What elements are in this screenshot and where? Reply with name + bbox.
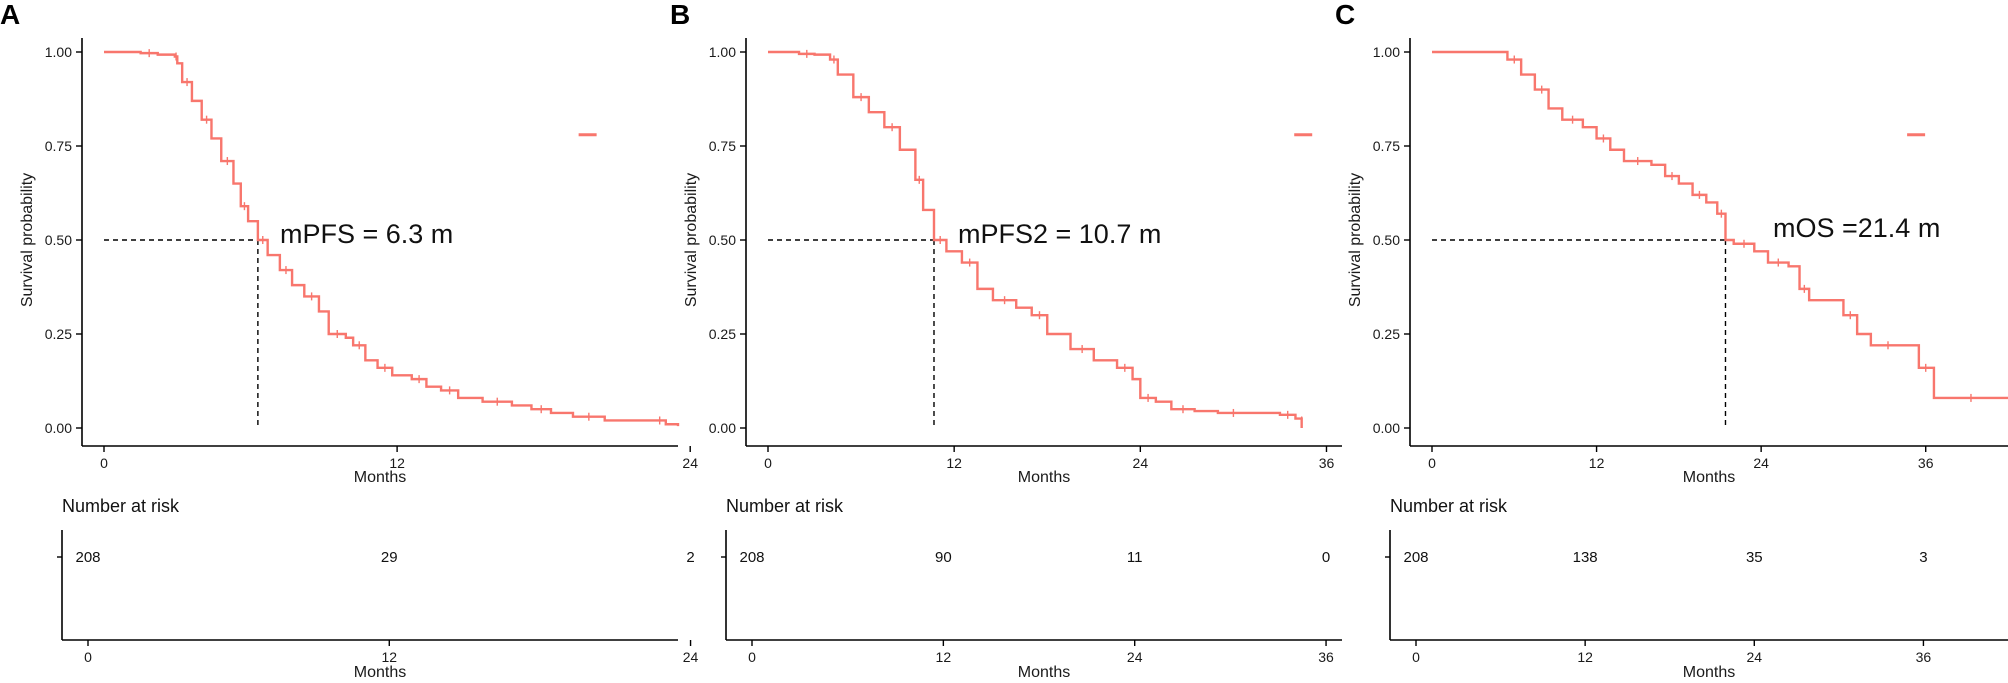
x-tick-label: 24 [1753, 455, 1769, 471]
risk-x-tick-label: 0 [84, 649, 92, 665]
panel-letter: A [0, 0, 20, 30]
risk-x-axis-title: Months [1018, 664, 1070, 681]
x-tick-label: 0 [764, 455, 772, 471]
risk-count: 29 [381, 549, 398, 566]
risk-x-axis-title: Months [1683, 664, 1735, 681]
risk-count: 35 [1746, 549, 1763, 566]
y-tick-label: 0.25 [709, 326, 736, 342]
risk-x-tick-label: 12 [936, 649, 952, 665]
y-tick-label: 0.25 [1373, 326, 1400, 342]
risk-x-tick-label: 24 [1127, 649, 1143, 665]
risk-table-title: Number at risk [1390, 496, 1508, 516]
y-tick-label: 0.50 [709, 232, 736, 248]
median-annotation: mPFS2 = 10.7 m [958, 219, 1161, 249]
y-tick-label: 1.00 [709, 44, 736, 60]
y-tick-label: 0.75 [709, 138, 736, 154]
y-tick-label: 1.00 [1373, 44, 1400, 60]
x-axis-title: Months [1018, 469, 1070, 486]
risk-table-title: Number at risk [62, 496, 180, 516]
y-axis-title: Survival probability [1347, 173, 1364, 307]
risk-count: 11 [1127, 549, 1143, 566]
y-tick-label: 0.50 [45, 232, 72, 248]
x-axis-title: Months [354, 469, 406, 486]
x-tick-label: 12 [946, 455, 962, 471]
risk-x-tick-label: 36 [1318, 649, 1334, 665]
risk-count: 208 [739, 549, 764, 566]
risk-x-tick-label: 12 [381, 649, 397, 665]
risk-count: 208 [75, 549, 100, 566]
panel-b: B 0.00 0.25 0.50 0.75 1.00 0 12 24 36 Months Surviv… [670, 0, 1342, 681]
risk-count: 138 [1573, 549, 1598, 566]
y-tick-label: 0.75 [45, 138, 72, 154]
risk-x-tick-label: 0 [1412, 649, 1420, 665]
y-tick-label: 0.00 [709, 420, 736, 436]
risk-count: 208 [1403, 549, 1428, 566]
panel-a: A 0.00 0.25 0.50 0.75 1.00 0 12 24 Months Survival… [0, 0, 699, 681]
risk-x-axis-title: Months [354, 664, 406, 681]
y-tick-label: 0.25 [45, 326, 72, 342]
median-annotation: mOS =21.4 m [1773, 213, 1940, 243]
survival-curve [1432, 50, 2008, 400]
risk-count: 3 [1919, 549, 1927, 566]
x-tick-label: 36 [1918, 455, 1934, 471]
y-tick-label: 0.00 [1373, 420, 1400, 436]
risk-count: 0 [1322, 549, 1330, 566]
risk-count: 90 [935, 549, 952, 566]
x-tick-label: 24 [1133, 455, 1149, 471]
risk-x-tick-label: 24 [683, 649, 699, 665]
panel-letter: B [670, 0, 690, 30]
y-tick-label: 0.50 [1373, 232, 1400, 248]
y-tick-label: 0.00 [45, 420, 72, 436]
x-tick-label: 12 [389, 455, 405, 471]
y-axis-title: Survival probability [19, 173, 36, 307]
y-axis-title: Survival probability [683, 173, 700, 307]
risk-table-title: Number at risk [726, 496, 844, 516]
x-tick-label: 24 [682, 455, 698, 471]
y-tick-label: 0.75 [1373, 138, 1400, 154]
x-tick-label: 0 [1428, 455, 1436, 471]
survival-curve [104, 50, 680, 427]
x-tick-label: 36 [1319, 455, 1335, 471]
risk-x-tick-label: 36 [1916, 649, 1932, 665]
risk-x-tick-label: 12 [1577, 649, 1593, 665]
panel-letter: C [1335, 0, 1355, 30]
x-tick-label: 0 [100, 455, 108, 471]
risk-x-tick-label: 24 [1746, 649, 1762, 665]
x-tick-label: 12 [1589, 455, 1605, 471]
panel-c: C 0.00 0.25 0.50 0.75 1.00 0 12 24 36 Months Surviv… [1335, 0, 2008, 681]
risk-x-tick-label: 0 [748, 649, 756, 665]
median-annotation: mPFS = 6.3 m [280, 219, 453, 249]
risk-count: 2 [686, 549, 694, 566]
y-tick-label: 1.00 [45, 44, 72, 60]
x-axis-title: Months [1683, 469, 1735, 486]
